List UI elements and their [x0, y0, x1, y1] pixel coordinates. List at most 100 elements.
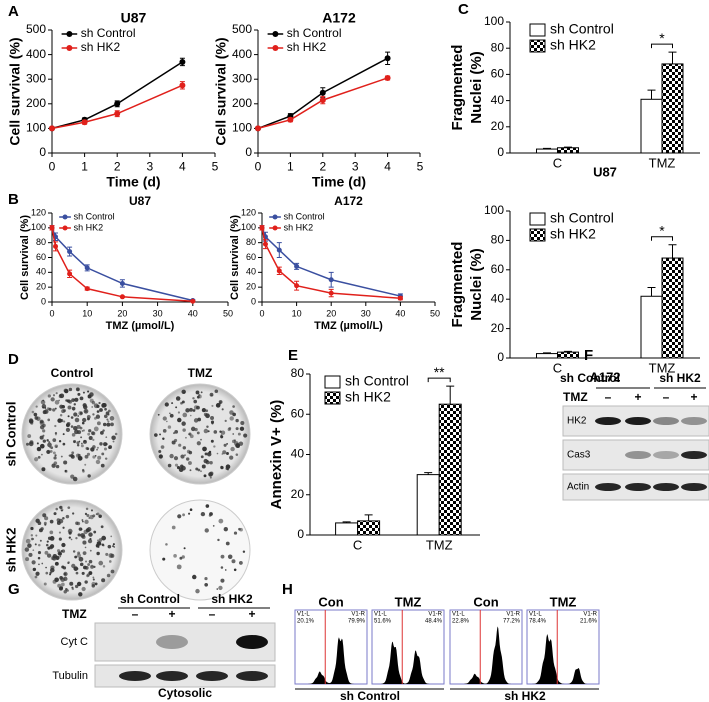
colony — [221, 453, 224, 455]
colony — [30, 526, 34, 531]
gate-label: V1-L — [529, 612, 542, 618]
colony — [47, 546, 51, 550]
colony — [71, 586, 74, 589]
colony — [33, 412, 38, 417]
colony — [198, 393, 201, 397]
blot-band — [236, 671, 268, 681]
colony — [72, 512, 75, 515]
y-tick-label: 80 — [491, 40, 505, 54]
bar — [416, 474, 440, 536]
colony — [238, 561, 243, 565]
x-tick-label: TMZ — [649, 360, 676, 375]
colony — [225, 541, 230, 546]
legend-label: sh HK2 — [81, 40, 121, 54]
colony — [157, 413, 160, 416]
error-bar — [668, 51, 677, 64]
colony — [158, 454, 163, 459]
colony — [209, 512, 213, 516]
colony — [176, 564, 182, 570]
bar — [335, 522, 359, 536]
colony — [243, 433, 248, 438]
colony — [74, 417, 80, 423]
colony — [225, 464, 231, 470]
y-tick-label: 100 — [241, 222, 256, 232]
colony — [67, 506, 71, 510]
colony — [240, 420, 245, 426]
x-tick-label: 20 — [326, 309, 336, 319]
colony — [49, 446, 51, 449]
data-point — [67, 271, 73, 277]
colony — [75, 537, 78, 540]
colony — [202, 446, 207, 452]
y-tick-label: 400 — [232, 47, 252, 61]
y-tick-label: 0 — [497, 350, 504, 364]
data-point — [328, 277, 334, 283]
colony — [78, 410, 83, 416]
data-point — [53, 243, 59, 249]
x-tick-label: 40 — [188, 309, 198, 319]
colony — [42, 513, 47, 518]
colony — [46, 540, 49, 543]
colony — [195, 588, 200, 594]
colony — [76, 444, 80, 447]
y-tick-label: 0 — [497, 145, 504, 159]
colony — [77, 392, 81, 396]
y-tick-label: 500 — [232, 22, 252, 36]
colony — [107, 420, 110, 423]
colony — [35, 518, 40, 524]
colony — [210, 439, 214, 443]
colony — [81, 571, 85, 575]
treatment-label: TMZ — [62, 607, 87, 621]
colony — [65, 427, 71, 432]
colony — [160, 445, 165, 449]
colony — [58, 506, 62, 509]
treatment-sign: + — [248, 607, 255, 621]
colony — [162, 557, 166, 561]
colony — [39, 539, 42, 542]
colony — [95, 414, 101, 419]
y-tick-label: 80 — [246, 237, 256, 247]
colony — [100, 430, 104, 435]
y-tick-label: 20 — [291, 487, 305, 501]
histogram-title: Con — [318, 594, 343, 609]
colony — [185, 457, 190, 461]
colony — [42, 423, 46, 428]
gate-label: V1-R — [428, 612, 442, 618]
colony — [58, 586, 63, 591]
colony — [63, 590, 67, 594]
colony — [210, 420, 215, 424]
legend-label: sh HK2 — [284, 222, 314, 232]
colony — [56, 521, 61, 525]
colony — [99, 442, 103, 446]
x-tick-label: 4 — [179, 160, 186, 174]
colony — [105, 436, 108, 438]
colony — [178, 443, 182, 447]
x-axis-label: U87 — [593, 164, 617, 179]
colony — [237, 432, 241, 436]
colony — [54, 577, 59, 583]
data-point — [179, 58, 186, 65]
colony — [38, 543, 41, 547]
colony — [39, 443, 45, 449]
colony — [102, 565, 106, 568]
colony — [41, 467, 46, 472]
colony — [114, 432, 118, 436]
colony — [217, 538, 220, 542]
colony — [90, 509, 94, 512]
legend-marker — [62, 214, 68, 220]
data-point — [81, 119, 88, 126]
colony — [112, 440, 115, 443]
y-tick-label: 100 — [31, 222, 46, 232]
colony — [181, 555, 185, 559]
colony — [67, 399, 71, 403]
colony — [171, 402, 174, 405]
colony — [228, 427, 232, 430]
colony — [65, 514, 70, 519]
colony — [92, 438, 95, 441]
colony — [87, 563, 90, 566]
x-tick-label: 10 — [292, 309, 302, 319]
y-axis-label: Annexin V+ (%) — [268, 400, 285, 510]
colony — [76, 424, 81, 429]
x-tick-label: 0 — [255, 160, 262, 174]
data-point — [319, 89, 326, 96]
